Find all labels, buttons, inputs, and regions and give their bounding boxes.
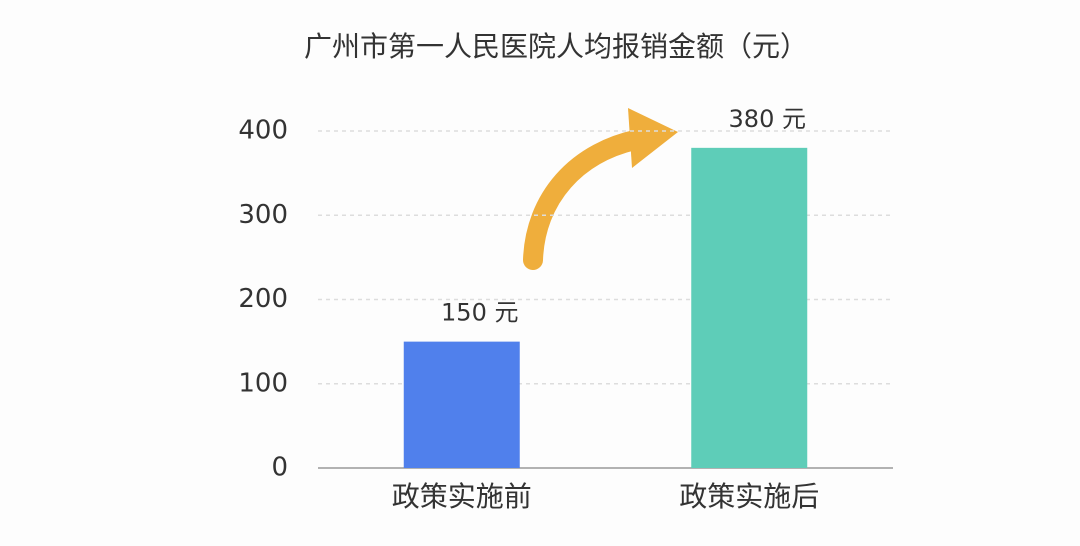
- y-tick-label: 300: [238, 200, 288, 230]
- x-tick-label: 政策实施后: [679, 480, 819, 513]
- y-tick-label: 400: [238, 116, 288, 146]
- arrow-head: [628, 108, 678, 168]
- y-tick-label: 200: [238, 284, 288, 314]
- chart-title: 广州市第一人民医院人均报销金额（元）: [304, 30, 808, 63]
- arrow-body: [523, 128, 655, 270]
- arrow: [523, 108, 678, 270]
- y-tick-label: 100: [238, 368, 288, 398]
- bar: [691, 147, 808, 468]
- value-label: 380 元: [729, 105, 806, 133]
- value-label: 150 元: [441, 299, 518, 327]
- y-tick-label: 0: [271, 453, 288, 483]
- bar: [403, 341, 520, 468]
- x-tick-label: 政策实施前: [392, 480, 532, 513]
